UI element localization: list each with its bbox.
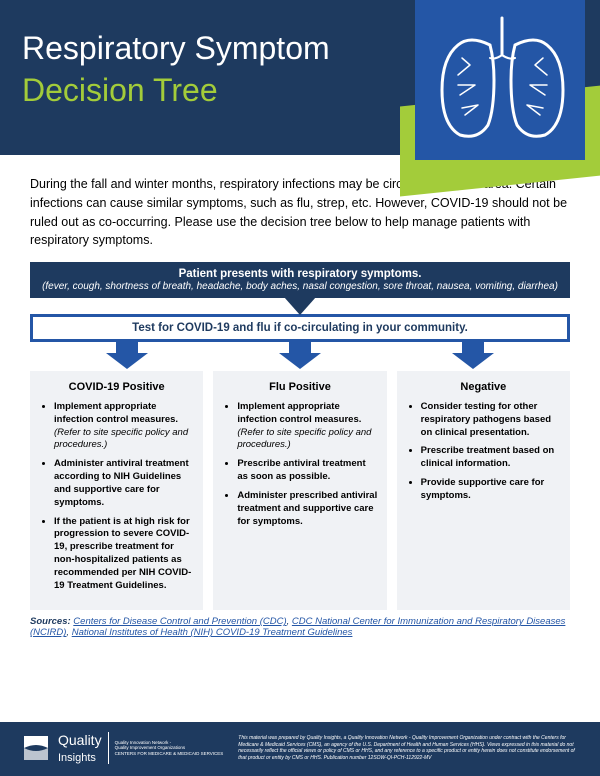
list-item: Consider testing for other respiratory p…	[421, 401, 562, 439]
source-link[interactable]: National Institutes of Health (NIH) COVI…	[72, 627, 353, 638]
column-list: Implement appropriate infection control …	[38, 401, 195, 592]
header: Respiratory Symptom Decision Tree	[0, 0, 600, 155]
logo-subtext: Quality Innovation Network -Quality Impr…	[115, 740, 224, 756]
flowchart: Patient presents with respiratory sympto…	[0, 262, 600, 369]
arrow-col3	[452, 339, 494, 369]
arrow-col2	[279, 339, 321, 369]
column-title: Negative	[405, 381, 562, 393]
flow-step-1: Patient presents with respiratory sympto…	[30, 262, 570, 298]
list-item: If the patient is at high risk for progr…	[54, 516, 195, 593]
title-line2: Decision Tree	[22, 72, 218, 109]
list-item: Implement appropriate infection control …	[237, 401, 378, 452]
outcome-columns: COVID-19 Positive Implement appropriate i…	[0, 371, 600, 610]
footer: QualityInsights Quality Innovation Netwo…	[0, 722, 600, 776]
list-item: Implement appropriate infection control …	[54, 401, 195, 452]
lungs-icon	[430, 10, 575, 145]
logo-text: QualityInsights	[58, 732, 109, 764]
column-title: COVID-19 Positive	[38, 381, 195, 393]
list-item: Administer prescribed antiviral treatmen…	[237, 490, 378, 528]
list-item: Prescribe antiviral treatment as soon as…	[237, 458, 378, 484]
sources-label: Sources:	[30, 616, 73, 627]
arrow-1	[30, 297, 570, 315]
arrow-col1	[106, 339, 148, 369]
disclaimer: This material was prepared by Quality In…	[238, 735, 580, 761]
outcome-column: Negative Consider testing for other respi…	[397, 371, 570, 610]
logo-icon	[20, 732, 52, 764]
step1-sub: (fever, cough, shortness of breath, head…	[40, 281, 560, 292]
list-item: Prescribe treatment based on clinical in…	[421, 445, 562, 471]
column-list: Consider testing for other respiratory p…	[405, 401, 562, 503]
logo: QualityInsights Quality Innovation Netwo…	[20, 732, 223, 764]
list-item: Provide supportive care for symptoms.	[421, 477, 562, 503]
sources: Sources: Centers for Disease Control and…	[0, 610, 600, 648]
step1-main: Patient presents with respiratory sympto…	[40, 268, 560, 280]
arrow-row	[30, 339, 570, 369]
column-title: Flu Positive	[221, 381, 378, 393]
column-list: Implement appropriate infection control …	[221, 401, 378, 528]
outcome-column: COVID-19 Positive Implement appropriate i…	[30, 371, 203, 610]
source-link[interactable]: Centers for Disease Control and Preventi…	[73, 616, 286, 627]
flow-step-2: Test for COVID-19 and flu if co-circulat…	[30, 314, 570, 342]
title-line1: Respiratory Symptom	[22, 30, 330, 67]
outcome-column: Flu Positive Implement appropriate infect…	[213, 371, 386, 610]
list-item: Administer antiviral treatment according…	[54, 458, 195, 509]
